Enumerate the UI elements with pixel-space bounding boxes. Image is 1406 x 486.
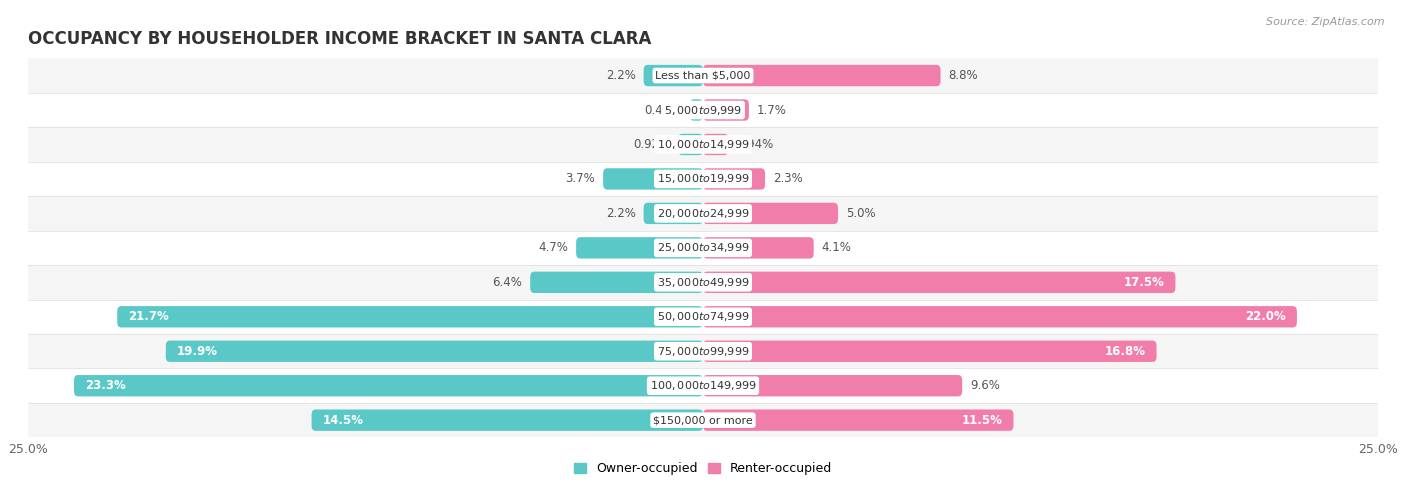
FancyBboxPatch shape — [703, 306, 1296, 328]
Text: 2.3%: 2.3% — [773, 173, 803, 186]
Text: $75,000 to $99,999: $75,000 to $99,999 — [657, 345, 749, 358]
Bar — [28, 127, 1378, 162]
Text: $150,000 or more: $150,000 or more — [654, 415, 752, 425]
Text: 0.94%: 0.94% — [737, 138, 773, 151]
Text: OCCUPANCY BY HOUSEHOLDER INCOME BRACKET IN SANTA CLARA: OCCUPANCY BY HOUSEHOLDER INCOME BRACKET … — [28, 31, 651, 49]
Text: 2.2%: 2.2% — [606, 207, 636, 220]
Text: 16.8%: 16.8% — [1105, 345, 1146, 358]
Text: 22.0%: 22.0% — [1246, 310, 1286, 323]
Text: 1.7%: 1.7% — [756, 104, 787, 117]
Text: 6.4%: 6.4% — [492, 276, 522, 289]
FancyBboxPatch shape — [703, 341, 1157, 362]
FancyBboxPatch shape — [603, 168, 703, 190]
FancyBboxPatch shape — [644, 203, 703, 224]
Text: 4.7%: 4.7% — [538, 242, 568, 254]
Text: 9.6%: 9.6% — [970, 379, 1000, 392]
Text: Source: ZipAtlas.com: Source: ZipAtlas.com — [1267, 17, 1385, 27]
Bar — [28, 196, 1378, 231]
Text: 17.5%: 17.5% — [1123, 276, 1164, 289]
Text: $50,000 to $74,999: $50,000 to $74,999 — [657, 310, 749, 323]
FancyBboxPatch shape — [703, 65, 941, 86]
Bar — [28, 368, 1378, 403]
FancyBboxPatch shape — [75, 375, 703, 397]
FancyBboxPatch shape — [644, 65, 703, 86]
Text: 3.7%: 3.7% — [565, 173, 595, 186]
FancyBboxPatch shape — [703, 203, 838, 224]
Text: 0.49%: 0.49% — [644, 104, 682, 117]
Bar — [28, 93, 1378, 127]
FancyBboxPatch shape — [690, 99, 703, 121]
Bar — [28, 403, 1378, 437]
Text: 0.92%: 0.92% — [633, 138, 671, 151]
Bar — [28, 231, 1378, 265]
Legend: Owner-occupied, Renter-occupied: Owner-occupied, Renter-occupied — [568, 457, 838, 481]
FancyBboxPatch shape — [166, 341, 703, 362]
Text: 14.5%: 14.5% — [322, 414, 363, 427]
Text: 2.2%: 2.2% — [606, 69, 636, 82]
FancyBboxPatch shape — [117, 306, 703, 328]
Text: 4.1%: 4.1% — [821, 242, 852, 254]
Text: 23.3%: 23.3% — [84, 379, 125, 392]
FancyBboxPatch shape — [703, 410, 1014, 431]
Bar — [28, 58, 1378, 93]
Text: $5,000 to $9,999: $5,000 to $9,999 — [664, 104, 742, 117]
FancyBboxPatch shape — [703, 168, 765, 190]
Bar — [28, 299, 1378, 334]
Bar — [28, 334, 1378, 368]
Text: 19.9%: 19.9% — [177, 345, 218, 358]
FancyBboxPatch shape — [703, 99, 749, 121]
FancyBboxPatch shape — [703, 134, 728, 155]
FancyBboxPatch shape — [530, 272, 703, 293]
Text: 11.5%: 11.5% — [962, 414, 1002, 427]
FancyBboxPatch shape — [703, 272, 1175, 293]
FancyBboxPatch shape — [703, 237, 814, 259]
FancyBboxPatch shape — [703, 375, 962, 397]
Text: $25,000 to $34,999: $25,000 to $34,999 — [657, 242, 749, 254]
FancyBboxPatch shape — [678, 134, 703, 155]
Text: $100,000 to $149,999: $100,000 to $149,999 — [650, 379, 756, 392]
Text: 8.8%: 8.8% — [949, 69, 979, 82]
FancyBboxPatch shape — [576, 237, 703, 259]
Text: $10,000 to $14,999: $10,000 to $14,999 — [657, 138, 749, 151]
Text: 5.0%: 5.0% — [846, 207, 876, 220]
Text: 21.7%: 21.7% — [128, 310, 169, 323]
Text: $35,000 to $49,999: $35,000 to $49,999 — [657, 276, 749, 289]
Text: $15,000 to $19,999: $15,000 to $19,999 — [657, 173, 749, 186]
Bar — [28, 162, 1378, 196]
Text: Less than $5,000: Less than $5,000 — [655, 70, 751, 81]
FancyBboxPatch shape — [312, 410, 703, 431]
Bar — [28, 265, 1378, 299]
Text: $20,000 to $24,999: $20,000 to $24,999 — [657, 207, 749, 220]
